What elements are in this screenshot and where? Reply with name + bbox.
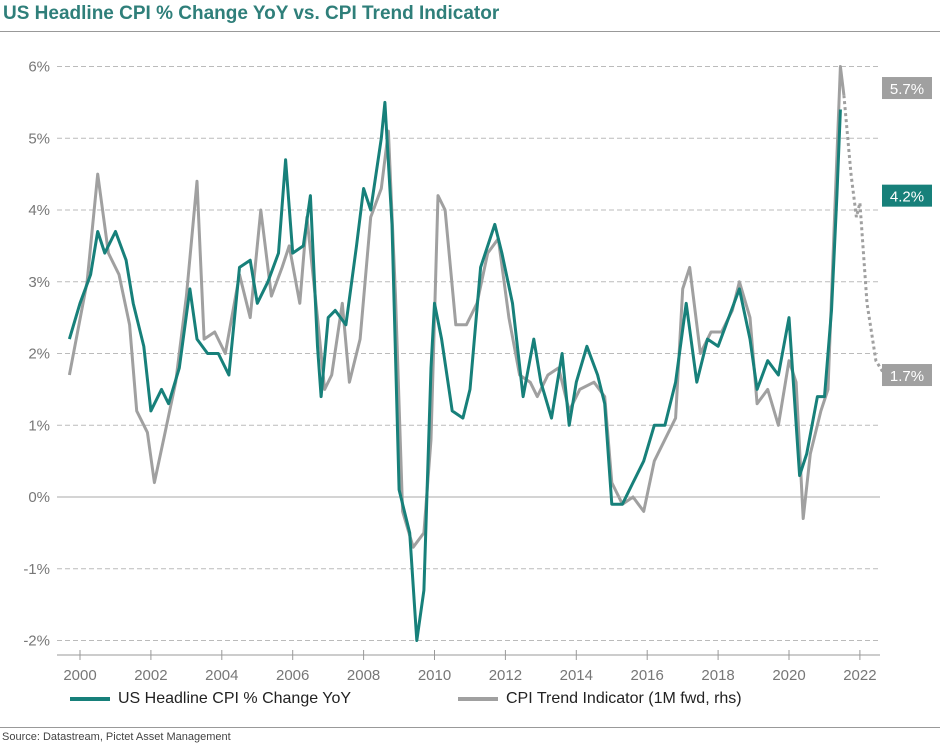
x-tick-label: 2002: [134, 667, 167, 684]
x-tick-label: 2010: [418, 667, 451, 684]
end-label: 1.7%: [890, 368, 924, 385]
end-label: 5.7%: [890, 81, 924, 98]
x-tick-label: 2014: [560, 667, 593, 684]
y-tick-label: 5%: [28, 130, 50, 147]
legend-item-cpi: US Headline CPI % Change YoY: [70, 690, 351, 708]
y-tick-label: 1%: [28, 417, 50, 434]
y-tick-label: -2%: [23, 633, 50, 650]
footer-divider: [0, 727, 940, 728]
chart: 6% 5% 4% 3% 2% 1% 0% -1% -2% 2000 2002 2004 2006 2008…: [23, 59, 932, 684]
x-tick-label: 2006: [276, 667, 309, 684]
series-line-cpi: [67, 100, 842, 642]
legend-swatch-cpi: [70, 697, 110, 701]
x-tick-label: 2018: [701, 667, 734, 684]
end-label-box: [882, 184, 932, 207]
series-line-forecast: [842, 95, 886, 376]
y-tick-label: 3%: [28, 274, 50, 291]
x-tick-label: 2022: [843, 667, 876, 684]
x-tick-label: 2000: [63, 667, 96, 684]
x-tick-label: 2008: [347, 667, 380, 684]
legend-swatch-trend: [458, 697, 498, 701]
x-tick-label: 2020: [772, 667, 805, 684]
end-label: 4.2%: [890, 189, 924, 206]
legend-item-trend: CPI Trend Indicator (1M fwd, rhs): [458, 690, 742, 708]
source-note: Source: Datastream, Pictet Asset Managem…: [2, 731, 231, 743]
y-tick-label: 2%: [28, 346, 50, 363]
legend-label-trend: CPI Trend Indicator (1M fwd, rhs): [506, 690, 742, 707]
end-label-box: [882, 364, 932, 387]
title-divider: [0, 31, 940, 32]
x-tick-label: 2012: [489, 667, 522, 684]
y-tick-label: 4%: [28, 202, 50, 219]
chart-title: US Headline CPI % Change YoY vs. CPI Tre…: [3, 3, 500, 24]
y-tick-label: 0%: [28, 489, 50, 506]
y-tick-label: -1%: [23, 561, 50, 578]
x-tick-label: 2016: [631, 667, 664, 684]
end-label-box: [882, 77, 932, 100]
y-tick-label: 6%: [28, 59, 50, 76]
x-tick-label: 2004: [205, 667, 238, 684]
legend-label-cpi: US Headline CPI % Change YoY: [118, 690, 352, 707]
